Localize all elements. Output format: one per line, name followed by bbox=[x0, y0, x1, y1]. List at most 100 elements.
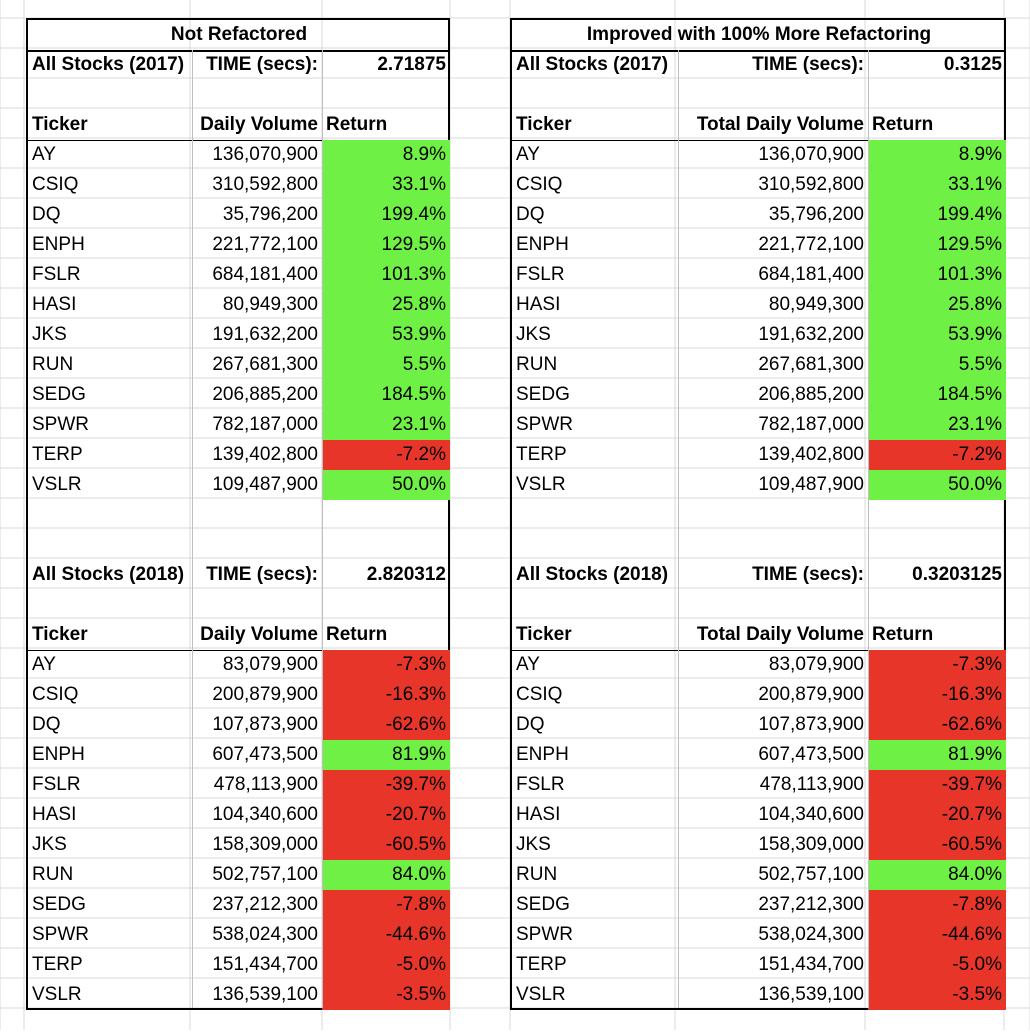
ticker-cell[interactable]: SPWR bbox=[32, 414, 89, 435]
volume-cell[interactable]: 538,024,300 bbox=[758, 924, 864, 945]
volume-cell[interactable]: 237,212,300 bbox=[758, 894, 864, 915]
volume-cell[interactable]: 151,434,700 bbox=[212, 954, 318, 975]
return-cell[interactable]: -44.6% bbox=[322, 920, 450, 950]
return-cell[interactable]: 23.1% bbox=[868, 410, 1006, 440]
return-cell[interactable]: -3.5% bbox=[868, 980, 1006, 1010]
volume-cell[interactable]: 200,879,900 bbox=[758, 684, 864, 705]
return-cell[interactable]: -5.0% bbox=[322, 950, 450, 980]
return-cell[interactable]: -60.5% bbox=[322, 830, 450, 860]
volume-cell[interactable]: 502,757,100 bbox=[758, 864, 864, 885]
ticker-cell[interactable]: DQ bbox=[516, 714, 545, 735]
return-cell[interactable]: 25.8% bbox=[868, 290, 1006, 320]
return-cell[interactable]: 184.5% bbox=[322, 380, 450, 410]
return-cell[interactable]: 81.9% bbox=[868, 740, 1006, 770]
ticker-cell[interactable]: RUN bbox=[32, 354, 74, 375]
volume-cell[interactable]: 684,181,400 bbox=[758, 264, 864, 285]
return-cell[interactable]: 25.8% bbox=[322, 290, 450, 320]
volume-cell[interactable]: 136,539,100 bbox=[758, 984, 864, 1005]
volume-cell[interactable]: 83,079,900 bbox=[222, 654, 318, 675]
volume-cell[interactable]: 538,024,300 bbox=[212, 924, 318, 945]
ticker-cell[interactable]: AY bbox=[516, 654, 540, 675]
return-cell[interactable]: -5.0% bbox=[868, 950, 1006, 980]
return-cell[interactable]: -44.6% bbox=[868, 920, 1006, 950]
ticker-cell[interactable]: HASI bbox=[516, 294, 561, 315]
return-cell[interactable]: 8.9% bbox=[322, 140, 450, 170]
ticker-cell[interactable]: JKS bbox=[32, 324, 67, 345]
volume-cell[interactable]: 80,949,300 bbox=[768, 294, 864, 315]
volume-cell[interactable]: 136,539,100 bbox=[212, 984, 318, 1005]
volume-cell[interactable]: 158,309,000 bbox=[758, 834, 864, 855]
volume-cell[interactable]: 206,885,200 bbox=[758, 384, 864, 405]
volume-cell[interactable]: 158,309,000 bbox=[212, 834, 318, 855]
return-cell[interactable]: -7.3% bbox=[322, 650, 450, 680]
ticker-cell[interactable]: ENPH bbox=[32, 744, 85, 765]
volume-cell[interactable]: 310,592,800 bbox=[212, 174, 318, 195]
return-cell[interactable]: 199.4% bbox=[868, 200, 1006, 230]
ticker-cell[interactable]: VSLR bbox=[32, 474, 82, 495]
ticker-cell[interactable]: TERP bbox=[32, 444, 83, 465]
volume-cell[interactable]: 80,949,300 bbox=[222, 294, 318, 315]
volume-cell[interactable]: 221,772,100 bbox=[758, 234, 864, 255]
volume-cell[interactable]: 104,340,600 bbox=[212, 804, 318, 825]
ticker-cell[interactable]: SEDG bbox=[516, 894, 570, 915]
ticker-cell[interactable]: SPWR bbox=[516, 414, 573, 435]
volume-cell[interactable]: 151,434,700 bbox=[758, 954, 864, 975]
ticker-cell[interactable]: FSLR bbox=[516, 264, 565, 285]
return-cell[interactable]: 33.1% bbox=[868, 170, 1006, 200]
volume-cell[interactable]: 139,402,800 bbox=[758, 444, 864, 465]
ticker-cell[interactable]: RUN bbox=[516, 864, 558, 885]
volume-cell[interactable]: 136,070,900 bbox=[212, 144, 318, 165]
return-cell[interactable]: 84.0% bbox=[322, 860, 450, 890]
volume-cell[interactable]: 782,187,000 bbox=[212, 414, 318, 435]
volume-cell[interactable]: 478,113,900 bbox=[759, 774, 864, 795]
volume-cell[interactable]: 104,340,600 bbox=[758, 804, 864, 825]
return-cell[interactable]: 50.0% bbox=[868, 470, 1006, 500]
ticker-cell[interactable]: JKS bbox=[516, 834, 551, 855]
return-cell[interactable]: 53.9% bbox=[868, 320, 1006, 350]
volume-cell[interactable]: 191,632,200 bbox=[758, 324, 864, 345]
ticker-cell[interactable]: ENPH bbox=[516, 744, 569, 765]
ticker-cell[interactable]: CSIQ bbox=[516, 684, 563, 705]
ticker-cell[interactable]: VSLR bbox=[516, 474, 566, 495]
ticker-cell[interactable]: RUN bbox=[32, 864, 74, 885]
ticker-cell[interactable]: AY bbox=[32, 654, 56, 675]
return-cell[interactable]: -62.6% bbox=[868, 710, 1006, 740]
volume-cell[interactable]: 83,079,900 bbox=[768, 654, 864, 675]
return-cell[interactable]: 5.5% bbox=[868, 350, 1006, 380]
ticker-cell[interactable]: SEDG bbox=[32, 894, 86, 915]
ticker-cell[interactable]: VSLR bbox=[32, 984, 82, 1005]
ticker-cell[interactable]: JKS bbox=[32, 834, 67, 855]
volume-cell[interactable]: 607,473,500 bbox=[758, 744, 864, 765]
return-cell[interactable]: -7.3% bbox=[868, 650, 1006, 680]
return-cell[interactable]: -16.3% bbox=[322, 680, 450, 710]
ticker-cell[interactable]: FSLR bbox=[516, 774, 565, 795]
return-cell[interactable]: -60.5% bbox=[868, 830, 1006, 860]
ticker-cell[interactable]: CSIQ bbox=[32, 174, 79, 195]
return-cell[interactable]: 129.5% bbox=[322, 230, 450, 260]
return-cell[interactable]: 53.9% bbox=[322, 320, 450, 350]
return-cell[interactable]: 84.0% bbox=[868, 860, 1006, 890]
ticker-cell[interactable]: SPWR bbox=[32, 924, 89, 945]
return-cell[interactable]: 184.5% bbox=[868, 380, 1006, 410]
ticker-cell[interactable]: DQ bbox=[516, 204, 545, 225]
return-cell[interactable]: 81.9% bbox=[322, 740, 450, 770]
ticker-cell[interactable]: HASI bbox=[32, 294, 77, 315]
return-cell[interactable]: 33.1% bbox=[322, 170, 450, 200]
volume-cell[interactable]: 107,873,900 bbox=[758, 714, 864, 735]
ticker-cell[interactable]: DQ bbox=[32, 204, 61, 225]
ticker-cell[interactable]: DQ bbox=[32, 714, 61, 735]
volume-cell[interactable]: 35,796,200 bbox=[222, 204, 318, 225]
volume-cell[interactable]: 502,757,100 bbox=[212, 864, 318, 885]
volume-cell[interactable]: 206,885,200 bbox=[212, 384, 318, 405]
return-cell[interactable]: 8.9% bbox=[868, 140, 1006, 170]
return-cell[interactable]: 129.5% bbox=[868, 230, 1006, 260]
volume-cell[interactable]: 684,181,400 bbox=[212, 264, 318, 285]
volume-cell[interactable]: 107,873,900 bbox=[212, 714, 318, 735]
volume-cell[interactable]: 139,402,800 bbox=[212, 444, 318, 465]
ticker-cell[interactable]: VSLR bbox=[516, 984, 566, 1005]
ticker-cell[interactable]: ENPH bbox=[516, 234, 569, 255]
return-cell[interactable]: -20.7% bbox=[322, 800, 450, 830]
volume-cell[interactable]: 267,681,300 bbox=[212, 354, 318, 375]
ticker-cell[interactable]: FSLR bbox=[32, 774, 81, 795]
volume-cell[interactable]: 782,187,000 bbox=[758, 414, 864, 435]
